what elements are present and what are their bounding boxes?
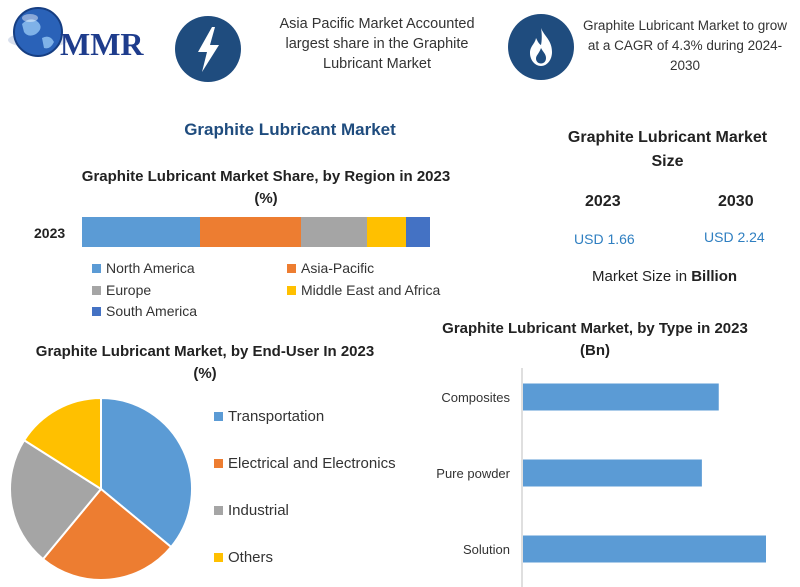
legend-swatch (214, 506, 223, 515)
legend-label: Asia-Pacific (301, 260, 375, 276)
legend-item-asia-pacific: Asia-Pacific (287, 260, 374, 276)
region-chart-category-label: 2023 (34, 225, 66, 241)
legend-label: Electrical and Electronics (228, 455, 396, 472)
legend-swatch (92, 285, 101, 295)
legend-label: Middle East and Africa (301, 282, 441, 298)
legend-label: Industrial (228, 502, 289, 519)
mmr-logo (8, 7, 68, 57)
legend-item-middle-east-africa: Middle East and Africa (287, 282, 440, 298)
legend-label: Europe (106, 282, 152, 298)
type-category-label: Solution (463, 542, 510, 557)
region-stacked-bar (82, 217, 430, 247)
pie-slice-others (22, 396, 102, 491)
market-size-year-2030: 2030 (718, 193, 754, 210)
legend-swatch (214, 553, 223, 562)
main-title: Graphite Lubricant Market (184, 120, 396, 139)
legend-label: North America (106, 260, 195, 276)
pie-legend-electrical: Electrical and Electronics (214, 455, 396, 472)
region-chart-title: Graphite Lubricant Market Share, by Regi… (81, 168, 451, 207)
legend-item-north-america: North America (92, 260, 195, 276)
legend-item-south-america: South America (92, 303, 197, 319)
flame-icon (508, 14, 574, 80)
market-size-value-2023: USD 1.66 (574, 231, 635, 247)
market-size-unit-bold: Billion (691, 268, 738, 285)
market-size-year-2023: 2023 (585, 193, 621, 210)
legend-swatch (92, 263, 101, 273)
region-bar-segment-asia-pacific (200, 217, 302, 247)
cagr-fact-text: Graphite Lubricant Market to grow at a C… (582, 18, 788, 73)
enduser-pie-chart (9, 396, 193, 581)
pie-slice-industrial (9, 438, 103, 561)
legend-swatch (287, 285, 296, 295)
type-category-label: Pure powder (436, 466, 510, 481)
legend-swatch (287, 263, 296, 273)
market-size-value-2030: USD 2.24 (704, 229, 765, 245)
legend-swatch (92, 306, 101, 316)
enduser-chart-title: Graphite Lubricant Market, by End-User I… (35, 343, 375, 382)
region-bar-segment-north-america (82, 217, 201, 247)
type-bar-pure-powder (523, 459, 702, 487)
legend-swatch (214, 459, 223, 468)
legend-swatch (214, 412, 223, 421)
market-size-unit-prefix: Market Size in (592, 268, 688, 285)
legend-label: Transportation (228, 408, 325, 425)
pie-legend-industrial: Industrial (214, 502, 289, 519)
legend-label: South America (106, 303, 198, 319)
region-bar-segment-south-america (405, 217, 430, 247)
type-chart-title: Graphite Lubricant Market, by Type in 20… (442, 320, 748, 359)
market-size-unit: Market Size in Billion (592, 268, 737, 285)
legend-item-europe: Europe (92, 282, 151, 298)
pie-legend-transportation: Transportation (214, 408, 324, 425)
pie-legend-others: Others (214, 549, 273, 566)
logo-text: MMR (60, 26, 144, 62)
pie-slice-transportation (100, 396, 193, 549)
type-category-label: Composites (441, 390, 510, 405)
market-size-title: Graphite Lubricant Market Size (567, 129, 768, 170)
region-fact-text: Asia Pacific Market Accounted largest sh… (279, 16, 475, 72)
lightning-bolt-icon (175, 16, 241, 82)
pie-slice-electrical-and-electronics (41, 487, 173, 581)
type-bar-solution (523, 535, 766, 563)
region-bar-segment-europe (301, 217, 368, 247)
legend-label: Others (228, 549, 274, 566)
type-bar-composites (523, 383, 719, 411)
region-bar-segment-middle-east-and-africa (367, 217, 406, 247)
type-bar-chart: Composites Pure powder Solution (436, 368, 766, 587)
